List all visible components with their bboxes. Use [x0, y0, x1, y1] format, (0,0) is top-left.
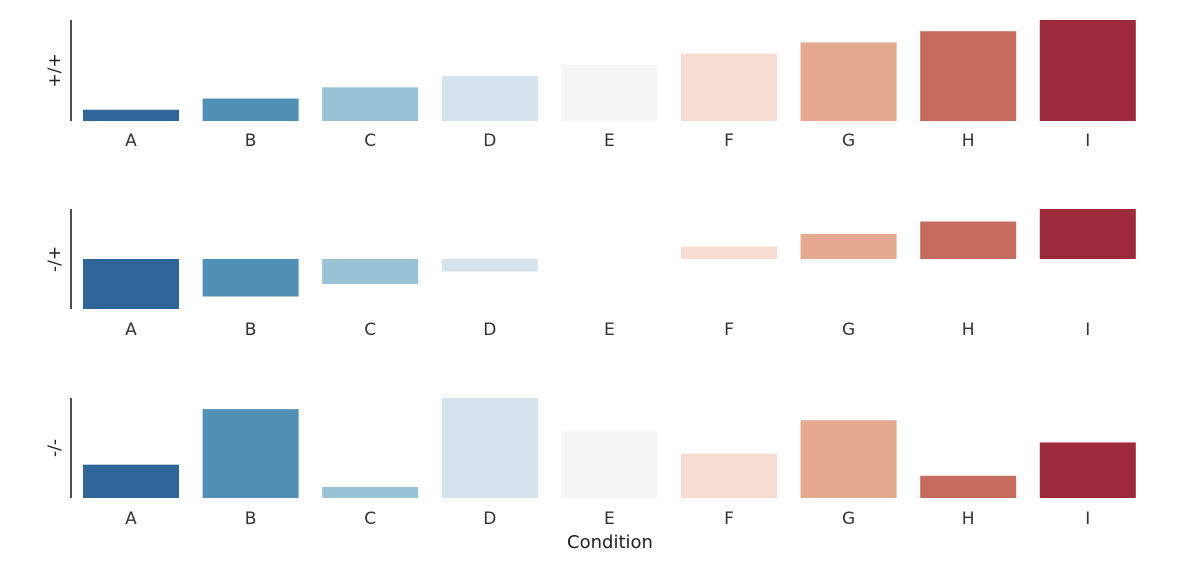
x-tick-label: F	[724, 131, 734, 151]
panel-2: -/+ A B C D E F G H I	[45, 209, 1136, 340]
bar-c	[322, 87, 419, 121]
x-tick-label: D	[483, 509, 496, 529]
panel-ylabel: -/+	[45, 246, 65, 272]
x-tick-label: H	[962, 131, 975, 151]
bar-d	[441, 398, 538, 498]
x-tick-label: D	[483, 131, 496, 151]
x-tick-label: I	[1085, 509, 1090, 529]
bar-e	[561, 431, 658, 498]
x-tick-label: G	[842, 320, 855, 340]
bar-b	[202, 98, 299, 121]
x-tick-label: F	[724, 320, 734, 340]
bar-f	[681, 53, 777, 121]
bar-a	[83, 464, 179, 498]
panel-3: -/- A B C D E F G H I	[45, 398, 1136, 529]
panel-ylabel: -/-	[45, 439, 65, 457]
bar-i	[1039, 209, 1136, 259]
bar-g	[800, 42, 897, 121]
x-tick-label: C	[364, 320, 376, 340]
bar-i	[1039, 20, 1136, 121]
bar-d	[441, 76, 538, 121]
x-tick-label: D	[483, 320, 496, 340]
x-tick-label: C	[364, 131, 376, 151]
x-tick-label: G	[842, 131, 855, 151]
bar-a	[83, 259, 179, 309]
bar-d	[441, 259, 538, 272]
x-tick-label: E	[604, 509, 615, 529]
x-tick-label: A	[125, 131, 137, 151]
x-axis-label: Condition	[567, 532, 653, 553]
x-tick-label: B	[245, 320, 257, 340]
bar-h	[920, 31, 1017, 121]
x-tick-label: F	[724, 509, 734, 529]
bar-f	[681, 246, 777, 259]
bar-b	[202, 409, 299, 498]
bar-h	[920, 221, 1017, 259]
x-tick-label: G	[842, 509, 855, 529]
bar-e	[561, 64, 658, 121]
x-tick-label: B	[245, 509, 257, 529]
bar-g	[800, 420, 897, 498]
x-tick-label: A	[125, 509, 137, 529]
panel-ylabel: +/+	[45, 53, 65, 87]
bar-c	[322, 259, 419, 284]
x-tick-label: I	[1085, 131, 1090, 151]
x-tick-label: H	[962, 509, 975, 529]
bar-g	[800, 234, 897, 259]
bar-c	[322, 486, 419, 498]
x-tick-label: I	[1085, 320, 1090, 340]
x-tick-label: A	[125, 320, 137, 340]
bar-i	[1039, 442, 1136, 498]
bar-a	[83, 109, 179, 121]
bar-h	[920, 475, 1017, 498]
bar-f	[681, 453, 777, 498]
panel-1: +/+ A B C D E F G H I	[45, 20, 1136, 151]
x-tick-label: C	[364, 509, 376, 529]
x-tick-label: E	[604, 320, 615, 340]
x-tick-label: H	[962, 320, 975, 340]
x-tick-label: E	[604, 131, 615, 151]
x-tick-label: B	[245, 131, 257, 151]
bar-b	[202, 259, 299, 297]
